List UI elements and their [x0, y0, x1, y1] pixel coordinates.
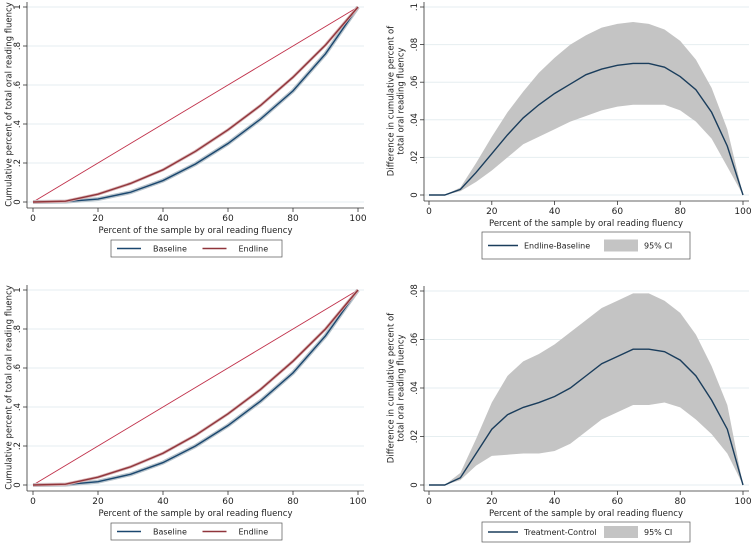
chart-diff-top: 0 .02 .04 .06 .08 .1 0 20 40 60 80 100 Percent of th…	[387, 2, 752, 260]
x-tick-label: 60	[222, 214, 234, 224]
y-tick-label: .02	[410, 151, 420, 165]
y-tick-label: .06	[410, 75, 420, 89]
y-tick-label: .2	[13, 159, 23, 167]
series-equality	[32, 6, 359, 203]
ci-band	[429, 293, 743, 485]
x-tick-label: 100	[734, 497, 751, 507]
series-treatment-control	[429, 348, 744, 486]
y-axis-title: total oral reading fluency	[397, 334, 407, 441]
x-tick-label: 100	[349, 497, 366, 507]
x-axis-title: Percent of the sample by oral reading fl…	[489, 219, 683, 229]
x-tick-label: 0	[30, 214, 36, 224]
legend: Endline-Baseline 95% CI	[481, 231, 691, 260]
x-tick-label: 80	[287, 214, 299, 224]
y-tick-label: .4	[13, 120, 23, 128]
x-tick-label: 40	[157, 497, 169, 507]
y-tick-label: .8	[13, 325, 23, 333]
x-tick-label: 80	[287, 497, 299, 507]
x-tick-label: 60	[222, 497, 234, 507]
y-tick-label: .1	[410, 3, 420, 11]
y-axis-title: Difference in cumulative percent of	[387, 25, 397, 176]
y-tick-label: 0	[410, 482, 420, 487]
x-tick-label: 60	[612, 497, 624, 507]
y-axis-title: Cumulative percent of total oral reading…	[5, 285, 15, 490]
series-baseline	[32, 289, 359, 486]
y-tick-label: 0	[13, 199, 23, 204]
ci-band	[429, 22, 743, 195]
x-tick-label: 0	[426, 497, 432, 507]
legend-label: Baseline	[153, 245, 187, 254]
y-tick-label: .4	[13, 403, 23, 411]
y-tick-label: 0	[410, 192, 420, 197]
x-axis-title: Percent of the sample by oral reading fl…	[489, 509, 683, 519]
y-tick-label: .8	[13, 42, 23, 50]
y-tick-label: 0	[13, 482, 23, 487]
y-tick-label: .02	[410, 430, 420, 444]
legend-label: 95% CI	[644, 528, 672, 537]
legend-swatch-ci	[604, 239, 638, 252]
x-tick-label: 20	[486, 207, 498, 217]
x-axis-title: Percent of the sample by oral reading fl…	[99, 226, 293, 236]
y-tick-label: .6	[13, 81, 23, 89]
x-tick-label: 100	[349, 214, 366, 224]
x-tick-label: 0	[426, 207, 432, 217]
series-endline-baseline	[429, 62, 744, 196]
x-tick-label: 40	[157, 214, 169, 224]
series-endline	[32, 6, 359, 203]
y-tick-label: .08	[410, 284, 420, 298]
x-tick-label: 40	[549, 207, 561, 217]
y-tick-label: .6	[13, 364, 23, 372]
x-axis-title: Percent of the sample by oral reading fl…	[99, 509, 293, 519]
y-tick-label: .04	[410, 381, 420, 395]
y-tick-label: .04	[410, 113, 420, 127]
x-tick-label: 0	[30, 497, 36, 507]
legend-swatch-ci	[604, 526, 638, 538]
x-tick-label: 80	[674, 497, 686, 507]
y-axis-title: total oral reading fluency	[397, 47, 407, 154]
legend: Treatment-Control 95% CI	[481, 521, 691, 543]
legend-label: Endline	[239, 245, 269, 254]
series-baseline	[32, 6, 359, 203]
y-tick-label: .06	[410, 333, 420, 347]
y-tick-label: 1	[13, 4, 23, 9]
legend-label: Endline-Baseline	[524, 242, 590, 251]
x-tick-label: 100	[734, 207, 751, 217]
chart-lorenz-bottom: 0 .2 .4 .6 .8 1 0 20 40 60 80 100 Percent of the sam…	[5, 285, 367, 541]
x-tick-label: 80	[674, 207, 686, 217]
legend-box	[110, 239, 283, 258]
series-endline	[32, 289, 359, 486]
y-axis-title: Difference in cumulative percent of	[387, 312, 397, 463]
x-tick-label: 20	[92, 497, 104, 507]
legend-box	[110, 522, 283, 541]
x-tick-label: 40	[549, 497, 561, 507]
y-axis-title: Cumulative percent of total oral reading…	[5, 2, 15, 207]
series-equality	[32, 289, 359, 486]
y-tick-label: 1	[13, 287, 23, 292]
legend: Baseline Endline	[110, 522, 283, 541]
legend-label: 95% CI	[644, 242, 672, 251]
x-tick-label: 20	[486, 497, 498, 507]
y-tick-label: .08	[410, 38, 420, 52]
legend-label: Baseline	[153, 528, 187, 537]
x-tick-label: 60	[612, 207, 624, 217]
legend-label: Treatment-Control	[523, 528, 597, 537]
chart-lorenz-top: 0 .2 .4 .6 .8 1 0 20 40 60 80 100 Percent of the sam…	[5, 2, 367, 258]
legend-label: Endline	[239, 528, 269, 537]
chart-diff-bottom: 0 .02 .04 .06 .08 0 20 40 60 80 100 Percent of the …	[387, 284, 752, 543]
legend: Baseline Endline	[110, 239, 283, 258]
x-tick-label: 20	[92, 214, 104, 224]
y-tick-label: .2	[13, 442, 23, 450]
